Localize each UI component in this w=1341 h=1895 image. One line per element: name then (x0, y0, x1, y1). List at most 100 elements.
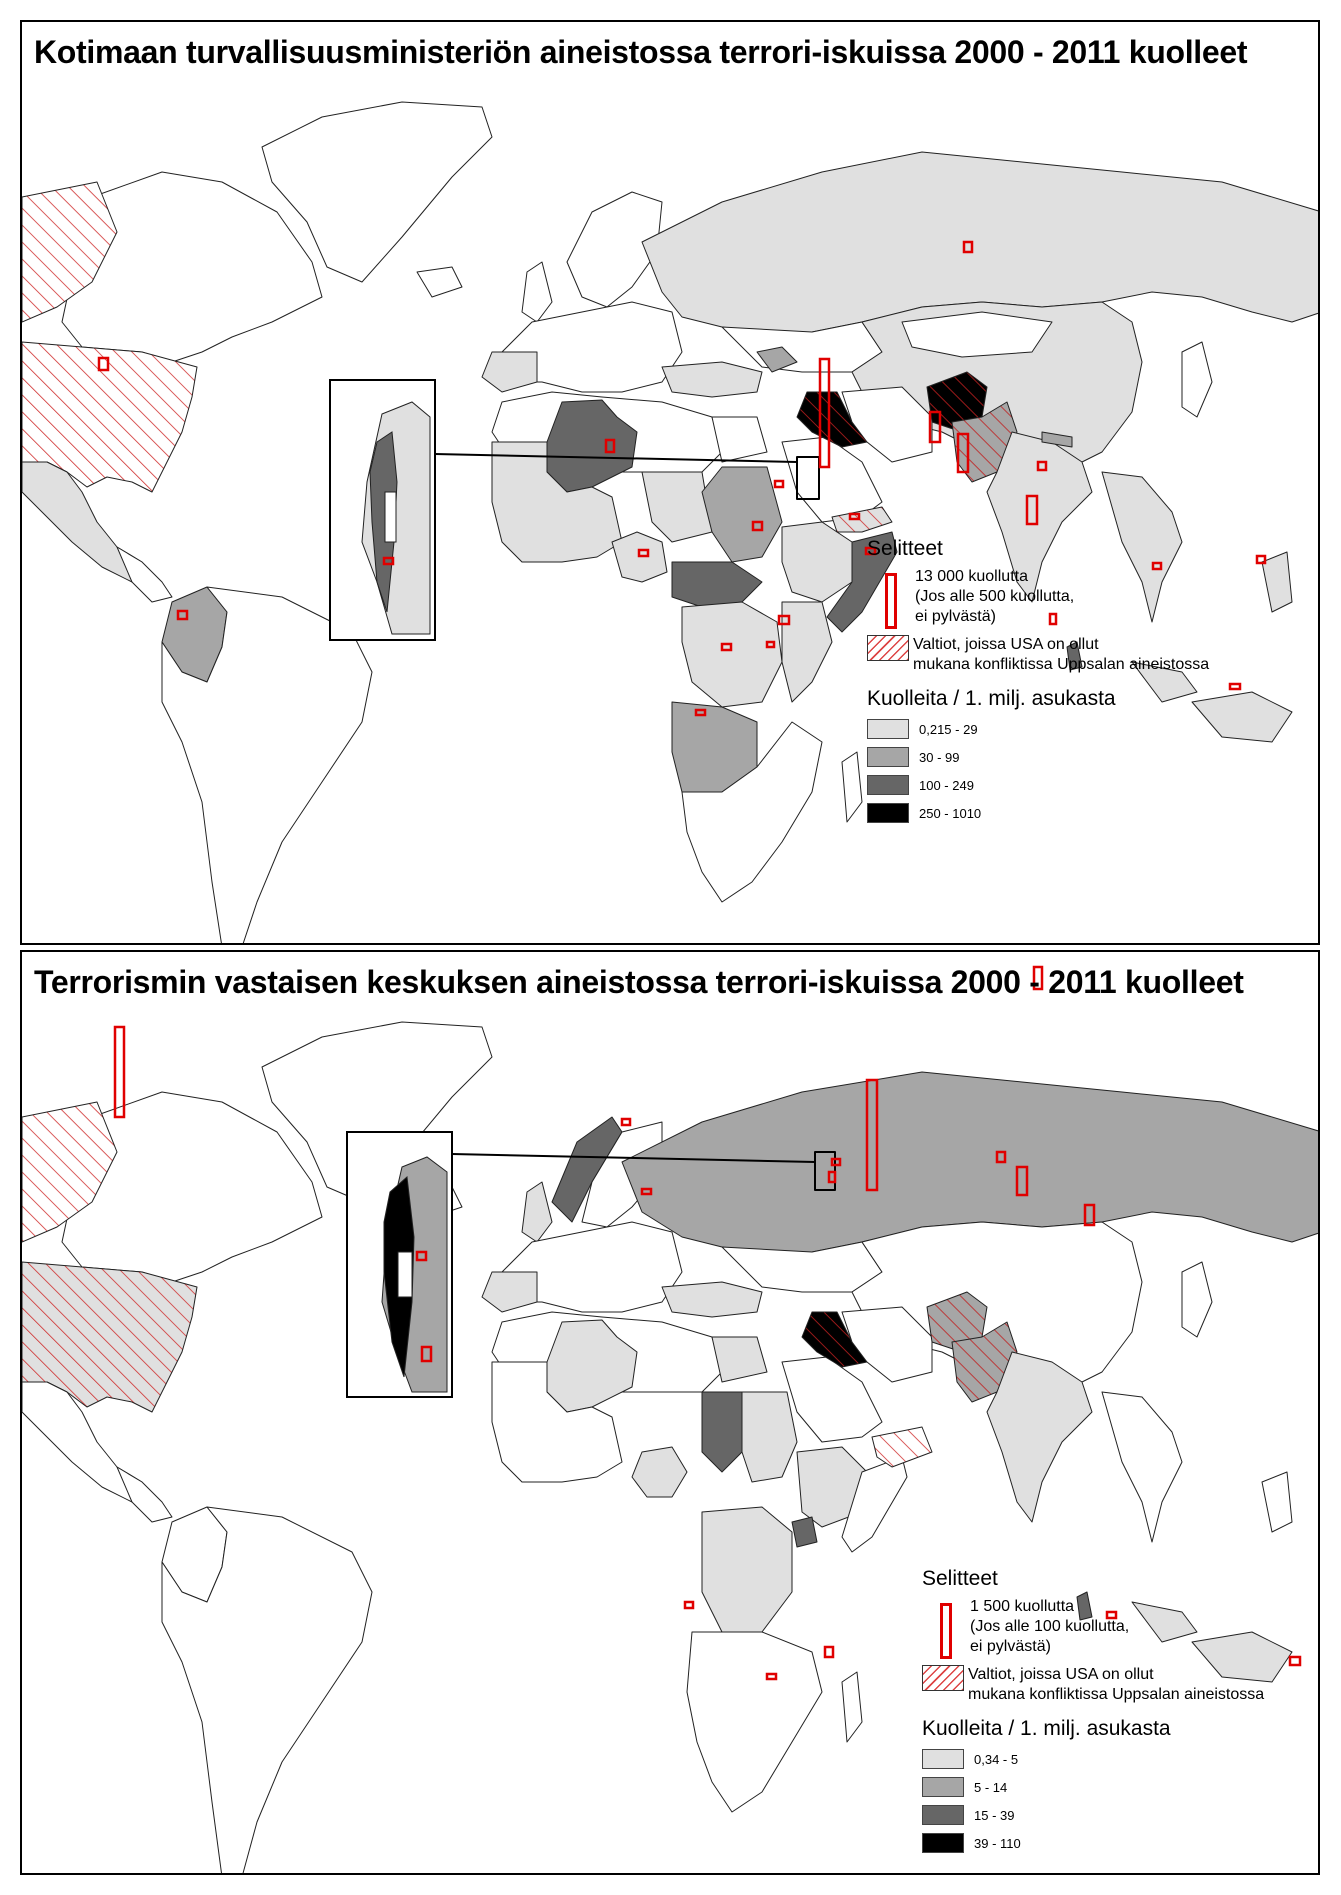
class-swatch (867, 747, 909, 767)
legend-top: Selitteet 13 000 kuollutta (Jos alle 500… (867, 537, 1209, 823)
map-panel-top: Kotimaan turvallisuusministeriön aineist… (20, 20, 1320, 945)
map-title: Kotimaan turvallisuusministeriön aineist… (34, 34, 1248, 70)
nigeria (631, 1446, 688, 1498)
bar-sudan (751, 520, 764, 532)
hatch-symbol-icon (922, 1665, 964, 1691)
class-label: 30 - 99 (919, 749, 960, 765)
india (986, 1351, 1093, 1523)
bar-iraq (865, 1078, 879, 1192)
bar-israel (773, 479, 785, 489)
somalia (826, 531, 898, 633)
drc (701, 1506, 793, 1633)
legend-hatch-row: Valtiot, joissa USA on ollut mukana konf… (922, 1665, 1264, 1705)
bar-israel-inset (382, 556, 395, 566)
legend-class: 15 - 39 (922, 1805, 1264, 1825)
class-swatch (922, 1777, 964, 1797)
legend-bar-row: 13 000 kuollutta (Jos alle 500 kuollutta… (867, 567, 1209, 629)
bar-car (777, 614, 791, 626)
class-label: 15 - 39 (974, 1807, 1015, 1823)
class-swatch (867, 719, 909, 739)
bar-symbol-icon (940, 1603, 952, 1659)
bar-philippines (1255, 554, 1267, 565)
egypt (711, 1336, 768, 1383)
bar-russia (962, 240, 974, 254)
bar-nigeria (637, 548, 650, 558)
legend-class: 39 - 110 (922, 1833, 1264, 1853)
legend-class: 0,215 - 29 (867, 719, 1209, 739)
east-africa (781, 601, 833, 703)
class-label: 250 - 1010 (919, 805, 982, 821)
sri-lanka (1066, 641, 1083, 671)
saudi-arabia (781, 1356, 883, 1443)
alaska (22, 181, 118, 323)
bar-usa (113, 1025, 126, 1119)
class-swatch (922, 1749, 964, 1769)
legend-classes-heading: Kuolleita / 1. milj. asukasta (867, 687, 1116, 710)
bar-iraq (818, 357, 831, 469)
bar-afghanistan (995, 1150, 1007, 1164)
uk (521, 261, 553, 323)
bar-russia (1032, 965, 1044, 991)
bar-sri-lanka (1105, 1610, 1118, 1620)
bar-pakistan (956, 432, 970, 474)
death-bars-top (97, 240, 1267, 717)
class-swatch (922, 1805, 964, 1825)
madagascar (841, 1671, 863, 1743)
bar-spain (620, 1117, 632, 1127)
bar-algeria (640, 1187, 653, 1196)
death-bars-bottom (113, 965, 1302, 1681)
ethiopia (781, 521, 853, 603)
canada (61, 1091, 323, 1283)
uk (521, 1181, 553, 1243)
bar-label-1: 1 500 kuollutta (970, 1598, 1075, 1615)
israel-inset (346, 1131, 816, 1398)
bar-somalia (864, 546, 877, 556)
uganda (791, 1516, 818, 1548)
philippines (1261, 551, 1293, 613)
bar-israel-inset (415, 1250, 428, 1262)
sudan (741, 1391, 798, 1483)
central-america (116, 1466, 173, 1523)
legend-bottom: Selitteet 1 500 kuollutta (Jos alle 100 … (922, 1567, 1264, 1853)
southern-africa (686, 1631, 823, 1813)
sri-lanka (1076, 1591, 1093, 1621)
bar-drc (720, 642, 733, 652)
bar-thailand (1151, 561, 1163, 571)
india (986, 431, 1093, 603)
bar-israel-inset-2 (420, 1345, 433, 1363)
greenland (261, 1021, 493, 1203)
bar-drc (765, 1672, 778, 1681)
egypt (711, 416, 768, 463)
turkey (661, 361, 763, 398)
philippines (1261, 1471, 1293, 1533)
indonesia (1191, 1631, 1293, 1683)
legend-hatch-row: Valtiot, joissa USA on ollut mukana konf… (867, 635, 1209, 675)
world-map-top (22, 101, 1318, 943)
mongolia (901, 311, 1053, 358)
class-label: 0,34 - 5 (974, 1751, 1019, 1767)
japan (1181, 341, 1213, 418)
legend-bar-row: 1 500 kuollutta (Jos alle 100 kuollutta,… (922, 1597, 1264, 1659)
legend-class: 30 - 99 (867, 747, 1209, 767)
bar-algeria (604, 438, 616, 454)
legend-class: 5 - 14 (922, 1777, 1264, 1797)
yemen (871, 1426, 933, 1468)
legend-class: 0,34 - 5 (922, 1749, 1264, 1769)
turkey (661, 1281, 763, 1318)
sudan (701, 466, 783, 563)
se-asia (1101, 471, 1183, 623)
bar-sri-lanka (1048, 612, 1058, 626)
class-label: 5 - 14 (974, 1779, 1008, 1795)
yemen (831, 506, 893, 533)
bar-israel-2 (827, 1170, 837, 1184)
legend-classes-heading: Kuolleita / 1. milj. asukasta (922, 1717, 1171, 1740)
bar-india (1083, 1203, 1096, 1227)
iraq (801, 1311, 868, 1368)
bar-pakistan (1015, 1165, 1029, 1197)
map-panel-bottom: Terrorismin vastaisen keskuksen aineisto… (20, 950, 1320, 1875)
bar-nigeria (683, 1600, 695, 1610)
bar-usa (97, 356, 110, 372)
central-america (116, 546, 173, 603)
class-label: 100 - 249 (919, 777, 974, 793)
bar-label-2: (Jos alle 500 kuollutta, (915, 588, 1075, 605)
